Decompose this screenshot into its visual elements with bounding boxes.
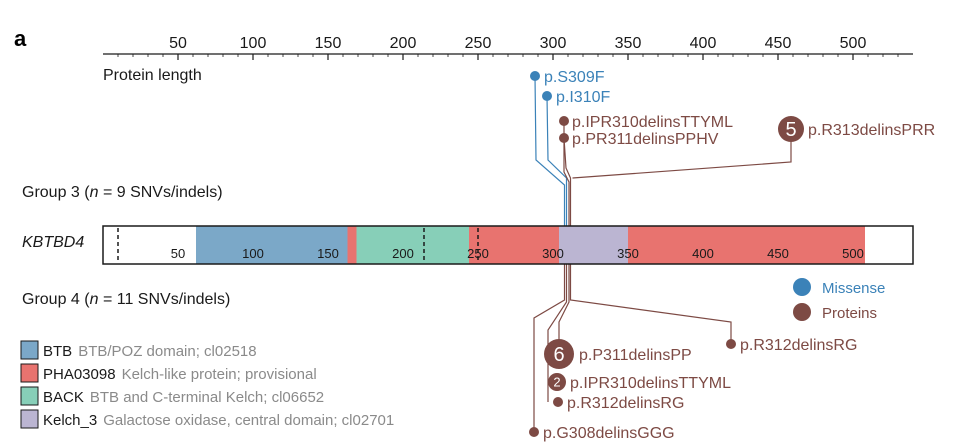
- group3-mutations: p.S309F p.I310F p.IPR310delinsTTYMLp.PR311…: [530, 69, 935, 148]
- mutation-marker: [548, 373, 566, 391]
- domain-btb: [196, 226, 348, 264]
- group4-mutation-3: p.R312delinsRG: [553, 395, 684, 412]
- gene-bar-tick-label: 350: [617, 246, 639, 261]
- group3-mutation-0: p.S309F: [530, 69, 605, 86]
- domain-pha03098: [628, 226, 865, 264]
- mutation-label: p.P311delinsPP: [579, 347, 692, 364]
- domain-legend-btb: BTB BTB/POZ domain; cl02518: [20, 340, 257, 360]
- axis-tick-label: 50: [169, 35, 187, 52]
- gene-bar-tick-label: 100: [242, 246, 264, 261]
- legend-label: Proteins: [822, 305, 877, 322]
- domain-swatch: [20, 363, 39, 383]
- gene-bar-tick-label: 300: [542, 246, 564, 261]
- stem-group3-pr311: [563, 137, 572, 226]
- domain-back: [356, 226, 469, 264]
- gene-bar-tick-label: 450: [767, 246, 789, 261]
- axis-label: Protein length: [103, 67, 202, 84]
- gene-bar-tick-label: 250: [467, 246, 489, 261]
- mutation-label: p.I310F: [556, 89, 610, 106]
- stem-group4-r312-b: [547, 264, 568, 402]
- domain-legend-pha03098: PHA03098 Kelch-like protein; provisional: [20, 363, 317, 383]
- axis-tick-label: 200: [390, 35, 417, 52]
- mutation-label: p.R312delinsRG: [567, 395, 684, 412]
- legend-swatch: [793, 303, 811, 321]
- group3-mutation-1: p.I310F: [542, 89, 610, 106]
- domain-swatch: [20, 340, 39, 360]
- mutation-label: p.IPR310delinsTTYML: [570, 375, 731, 392]
- group4-label: Group 4 (n = 11 SNVs/indels): [22, 291, 230, 308]
- group4-mutation-1: 6 p.P311delinsPP: [544, 339, 692, 369]
- axis-tick-label: 250: [465, 35, 492, 52]
- domain-name: Kelch_3 Galactose oxidase, central domain…: [43, 412, 394, 429]
- group4-mutation-2: 2 p.IPR310delinsTTYML: [548, 373, 731, 392]
- stem-group4-g308: [533, 264, 566, 432]
- gene-bar-outline: [102, 225, 914, 265]
- gene-bar-tick-label: 500: [842, 246, 864, 261]
- mutation-marker: [530, 71, 540, 81]
- mutation-type-legend: Missense Proteins: [793, 278, 885, 322]
- axis-tick-label: 400: [690, 35, 717, 52]
- mutation-marker: [778, 116, 804, 142]
- mutation-marker: [559, 133, 569, 143]
- group4-mutations: p.R312delinsRG 6 p.P311delinsPP 2 p.IPR310de…: [529, 337, 857, 442]
- group3-mutation-4: 5 p.R313delinsPRR: [778, 116, 935, 142]
- gene-bar-tick-label: 200: [392, 246, 414, 261]
- mutation-label: p.PR311delinsPPHV: [572, 131, 719, 148]
- mutation-marker: [559, 116, 569, 126]
- mutation-marker: [544, 339, 574, 369]
- panel-letter: a: [14, 26, 27, 51]
- group3-mutation-3: p.PR311delinsPPHV: [559, 131, 719, 148]
- stem-group3-i310f: [546, 95, 568, 226]
- legend-label: Missense: [822, 280, 885, 297]
- mutation-label: p.R313delinsPRR: [808, 122, 935, 139]
- axis-tick-label: 300: [540, 35, 567, 52]
- axis-tick-label: 150: [315, 35, 342, 52]
- axis-tick-label: 500: [840, 35, 867, 52]
- group4-mutation-4: p.G308delinsGGG: [529, 425, 675, 442]
- gene-bar: 50 100 150 200 250 300 350 400 450 500: [102, 225, 914, 265]
- stem-group4-p311: [558, 264, 570, 354]
- domain-swatch: [20, 409, 39, 429]
- group4-mutation-0: p.R312delinsRG: [726, 337, 857, 354]
- domain-swatch: [20, 386, 39, 406]
- gene-bar-tick-label: 50: [171, 246, 185, 261]
- legend-missense: Missense: [793, 278, 885, 297]
- axis-tick-label: 350: [615, 35, 642, 52]
- mutation-label: p.IPR310delinsTTYML: [572, 114, 733, 131]
- legend-swatch: [793, 278, 811, 296]
- group3-label: Group 3 (n = 9 SNVs/indels): [22, 184, 223, 201]
- domain-name: BTB BTB/POZ domain; cl02518: [43, 343, 257, 360]
- domain-name: PHA03098 Kelch-like protein; provisional: [43, 366, 317, 383]
- mutation-marker: [726, 339, 736, 349]
- group3-mutation-2: p.IPR310delinsTTYML: [559, 114, 733, 131]
- mutation-count: 2: [553, 375, 560, 390]
- domain-legend-kelch_3: Kelch_3 Galactose oxidase, central domain…: [20, 409, 394, 429]
- gene-bar-tick-label: 150: [317, 246, 339, 261]
- legend-proteins: Proteins: [793, 303, 877, 322]
- domain-legend: BTB BTB/POZ domain; cl02518 PHA03098 Kelch-…: [20, 340, 394, 429]
- gene-bar-tick-label: 400: [692, 246, 714, 261]
- gene-name: KBTBD4: [22, 234, 84, 251]
- stem-group3-s309f: [534, 75, 566, 226]
- mutation-label: p.S309F: [544, 69, 605, 86]
- mutation-label: p.G308delinsGGG: [543, 425, 675, 442]
- domain-pha03098: [469, 226, 559, 264]
- protein-length-axis: 50 100 150 200 250 300 350 400 450 500: [103, 35, 913, 60]
- axis-tick-label: 450: [765, 35, 792, 52]
- mutation-marker: [542, 91, 552, 101]
- axis-tick-label: 100: [240, 35, 267, 52]
- stem-group4-r312-a: [569, 264, 732, 344]
- domain-legend-back: BACK BTB and C-terminal Kelch; cl06652: [20, 386, 324, 406]
- domain-pha03098: [347, 226, 357, 264]
- mutation-marker: [553, 397, 563, 407]
- domain-name: BACK BTB and C-terminal Kelch; cl06652: [43, 389, 324, 406]
- mutation-count: 6: [553, 344, 564, 366]
- mutation-label: p.R312delinsRG: [740, 337, 857, 354]
- domain-kelch_3: [559, 226, 628, 264]
- mutation-count: 5: [785, 119, 796, 141]
- mutation-marker: [529, 427, 539, 437]
